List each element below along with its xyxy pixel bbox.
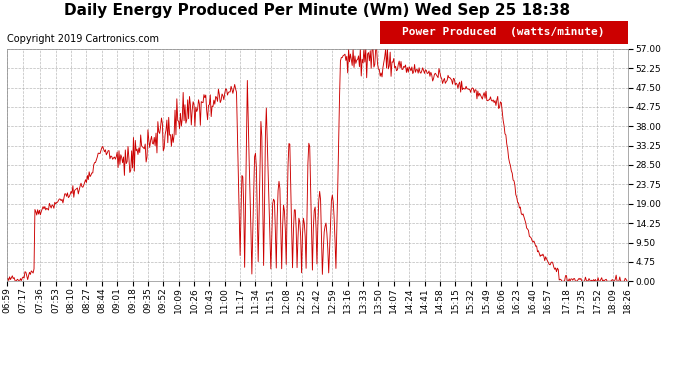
Title: Daily Energy Produced Per Minute (Wm) Wed Sep 25 18:38: Daily Energy Produced Per Minute (Wm) We… — [64, 3, 571, 18]
Text: Copyright 2019 Cartronics.com: Copyright 2019 Cartronics.com — [7, 34, 159, 44]
